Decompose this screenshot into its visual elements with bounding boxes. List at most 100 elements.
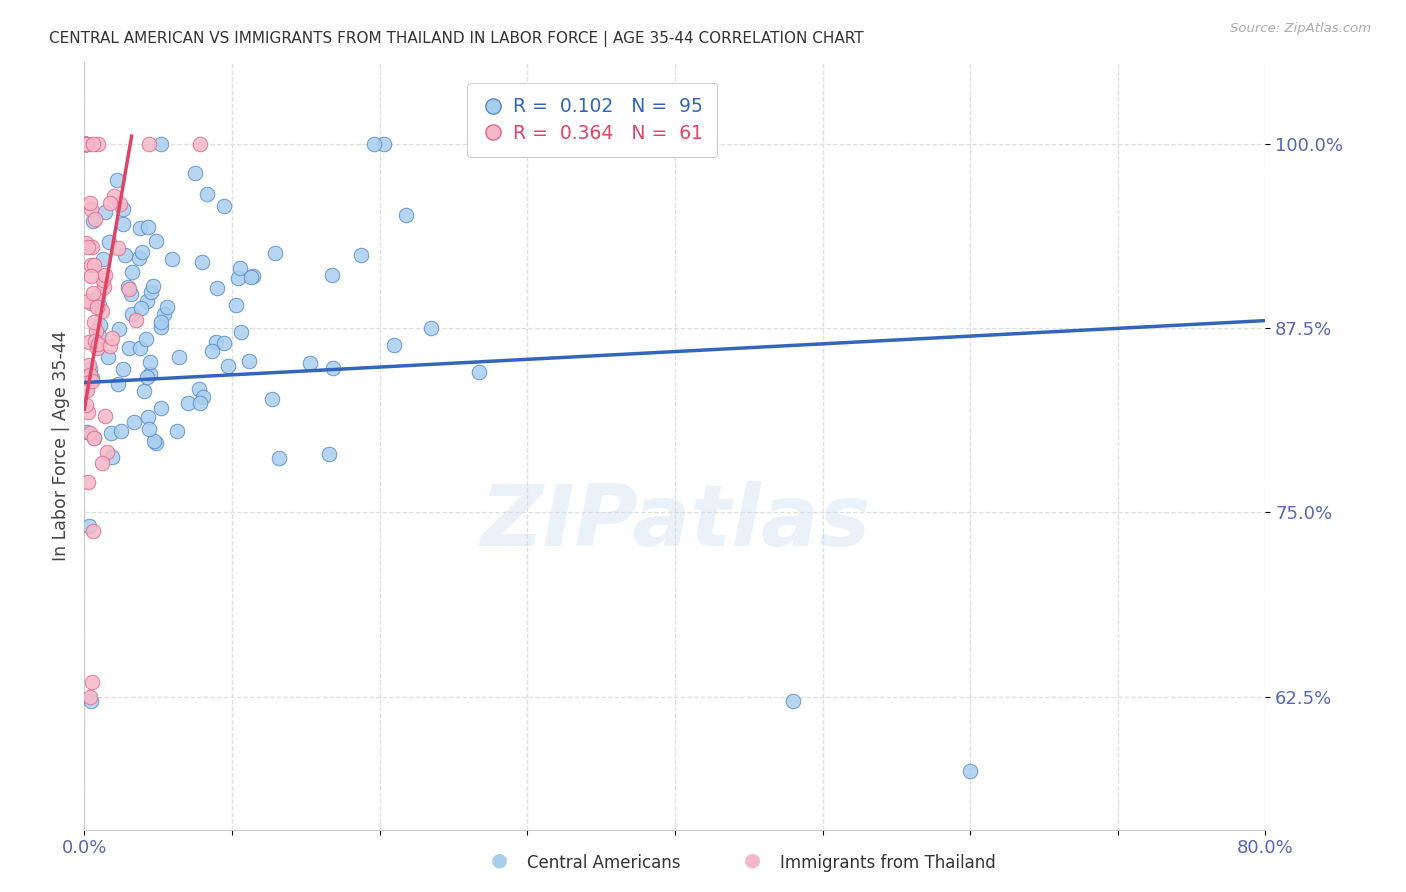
Point bbox=[79, 258, 101, 272]
Point bbox=[83, 258, 105, 272]
Point bbox=[128, 342, 150, 356]
Point bbox=[79, 426, 101, 441]
Text: Central Americans: Central Americans bbox=[527, 855, 681, 872]
Point bbox=[105, 173, 128, 187]
Point bbox=[149, 315, 172, 329]
Point bbox=[467, 365, 489, 379]
Point bbox=[96, 444, 118, 458]
Point bbox=[145, 234, 167, 248]
Point bbox=[263, 246, 285, 260]
Point bbox=[129, 301, 152, 315]
Point bbox=[238, 354, 260, 368]
Point bbox=[117, 280, 139, 294]
Point bbox=[76, 475, 98, 490]
Point bbox=[120, 286, 142, 301]
Point bbox=[75, 136, 97, 151]
Point bbox=[101, 331, 124, 345]
Point bbox=[91, 252, 114, 266]
Point bbox=[128, 221, 150, 235]
Point bbox=[110, 425, 132, 439]
Point bbox=[225, 298, 247, 312]
Point bbox=[135, 293, 157, 308]
Point bbox=[82, 136, 104, 151]
Point bbox=[141, 285, 163, 300]
Point bbox=[83, 315, 105, 329]
Point bbox=[86, 300, 108, 314]
Point bbox=[83, 212, 105, 227]
Point bbox=[82, 214, 104, 228]
Point bbox=[201, 344, 224, 359]
Point bbox=[350, 248, 373, 262]
Point bbox=[83, 431, 105, 445]
Point bbox=[121, 265, 143, 279]
Point bbox=[77, 335, 100, 350]
Point bbox=[128, 251, 150, 265]
Point bbox=[76, 383, 98, 397]
Point bbox=[262, 392, 284, 406]
Point bbox=[191, 390, 214, 404]
Point bbox=[79, 690, 101, 704]
Point bbox=[212, 336, 235, 351]
Point bbox=[149, 401, 172, 415]
Point bbox=[959, 764, 981, 778]
Point bbox=[77, 519, 100, 533]
Point bbox=[121, 307, 143, 321]
Point bbox=[94, 409, 117, 423]
Point bbox=[191, 255, 214, 269]
Point bbox=[79, 195, 101, 210]
Point bbox=[80, 269, 103, 284]
Point bbox=[118, 341, 141, 355]
Point bbox=[269, 451, 291, 466]
Point bbox=[89, 298, 111, 312]
Point bbox=[87, 289, 110, 303]
Point bbox=[75, 136, 97, 151]
Point bbox=[75, 136, 97, 151]
Point bbox=[103, 189, 125, 203]
Point bbox=[125, 313, 148, 327]
Point bbox=[135, 332, 157, 346]
Point bbox=[131, 244, 153, 259]
Point bbox=[419, 321, 441, 335]
Text: Source: ZipAtlas.com: Source: ZipAtlas.com bbox=[1230, 22, 1371, 36]
Point bbox=[75, 136, 97, 151]
Point bbox=[190, 396, 212, 410]
Point bbox=[782, 694, 804, 708]
Point bbox=[217, 359, 239, 373]
Point bbox=[75, 136, 97, 151]
Point bbox=[139, 355, 162, 369]
Point bbox=[204, 335, 226, 350]
Point bbox=[84, 325, 107, 339]
Point bbox=[138, 367, 160, 381]
Point bbox=[188, 136, 211, 151]
Point bbox=[363, 136, 385, 151]
Point bbox=[229, 261, 252, 276]
Point bbox=[80, 371, 103, 385]
Point bbox=[138, 136, 160, 151]
Point bbox=[75, 136, 97, 151]
Point bbox=[229, 325, 252, 339]
Point bbox=[79, 358, 101, 372]
Point bbox=[100, 426, 122, 441]
Point bbox=[111, 362, 134, 376]
Point bbox=[214, 198, 236, 212]
Point bbox=[187, 383, 209, 397]
Point bbox=[136, 220, 159, 235]
Point bbox=[117, 282, 139, 296]
Point bbox=[318, 447, 340, 461]
Point bbox=[239, 269, 262, 284]
Point bbox=[298, 356, 321, 370]
Point bbox=[97, 350, 120, 364]
Point bbox=[91, 456, 114, 470]
Point bbox=[75, 236, 97, 251]
Point bbox=[395, 208, 418, 222]
Point bbox=[143, 434, 166, 449]
Point bbox=[167, 350, 190, 364]
Point bbox=[82, 524, 104, 538]
Point bbox=[75, 136, 97, 151]
Point bbox=[205, 281, 228, 295]
Point bbox=[75, 136, 97, 151]
Text: CENTRAL AMERICAN VS IMMIGRANTS FROM THAILAND IN LABOR FORCE | AGE 35-44 CORRELAT: CENTRAL AMERICAN VS IMMIGRANTS FROM THAI… bbox=[49, 31, 863, 47]
Point bbox=[373, 136, 395, 151]
Point bbox=[382, 338, 405, 352]
Text: Immigrants from Thailand: Immigrants from Thailand bbox=[780, 855, 995, 872]
